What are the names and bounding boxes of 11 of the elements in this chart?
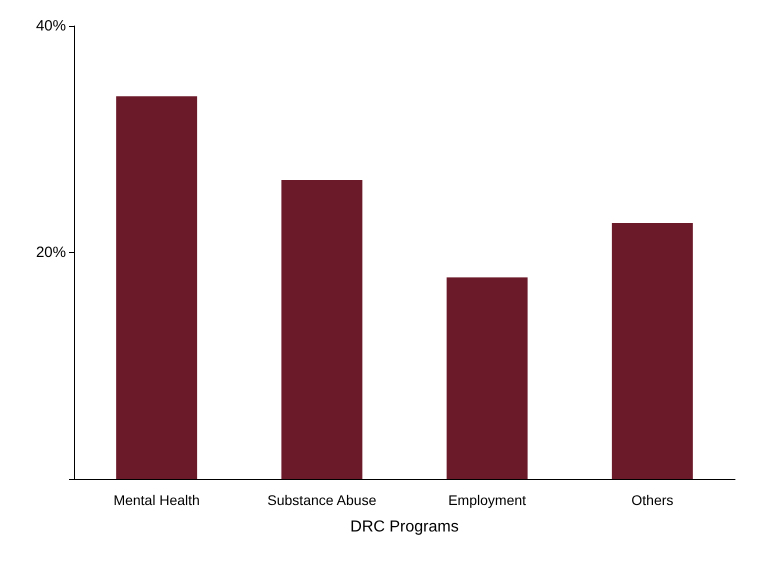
- bar: [446, 277, 528, 479]
- bar: [612, 223, 693, 479]
- x-axis-title: DRC Programs: [350, 518, 459, 536]
- y-tick-label: 40%: [36, 18, 66, 34]
- x-tick-label: Employment: [448, 492, 526, 508]
- bar: [281, 180, 362, 479]
- bar: [116, 96, 198, 479]
- x-tick-label: Others: [631, 492, 674, 508]
- y-tick-label: 20%: [36, 244, 66, 261]
- x-tick-label: Substance Abuse: [267, 492, 377, 508]
- x-tick-label: Mental Health: [113, 492, 200, 508]
